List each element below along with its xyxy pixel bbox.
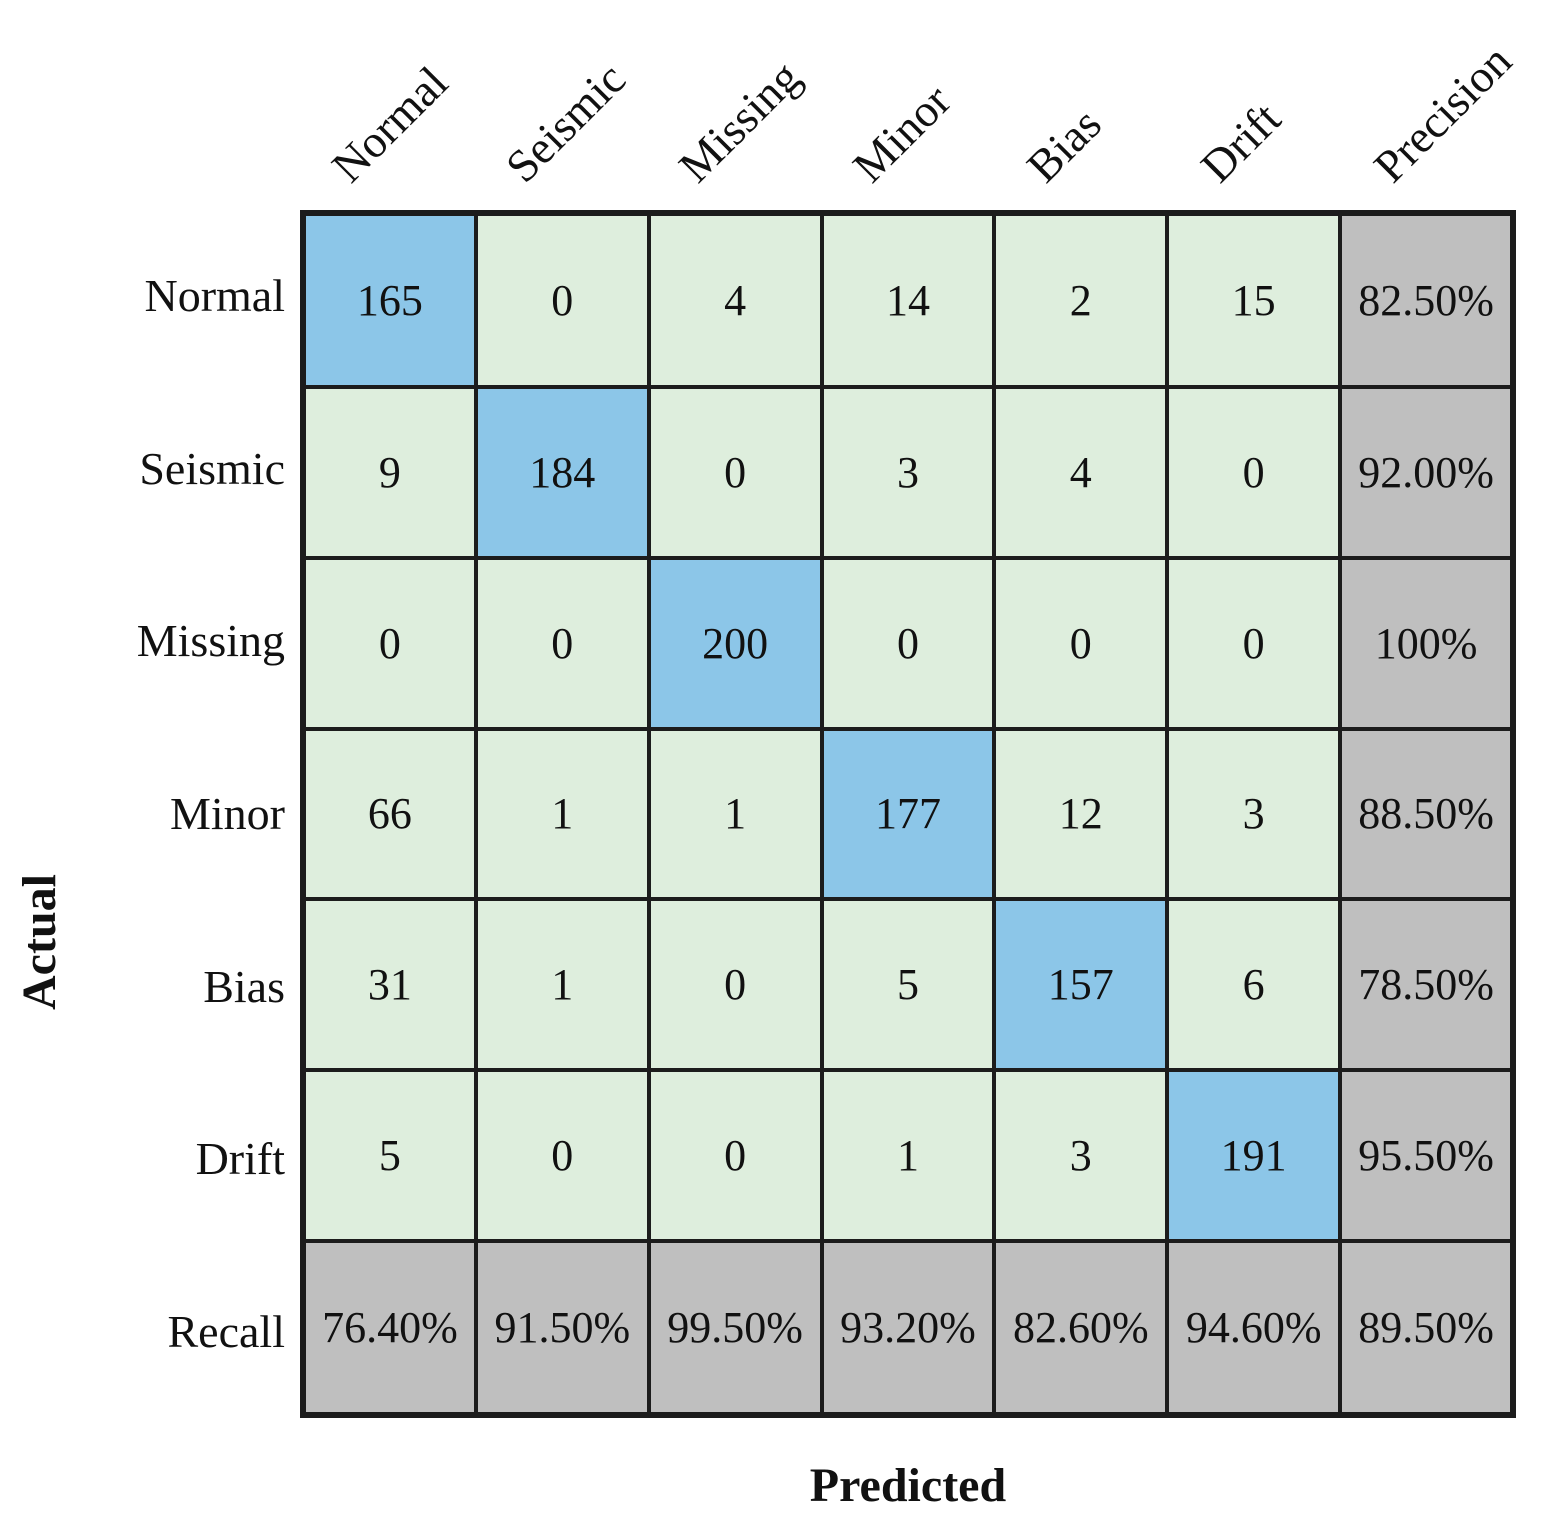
row-header-bias: Bias bbox=[203, 960, 285, 1012]
cell-seismic-drift: 0 bbox=[1165, 384, 1343, 560]
col-header-normal: Normal bbox=[321, 56, 458, 192]
matrix-row-drift: 5 0 0 1 3 191 95.50% bbox=[301, 1068, 1515, 1243]
cell-missing-seismic: 0 bbox=[473, 555, 651, 731]
cell-seismic-minor: 3 bbox=[819, 384, 997, 560]
cell-precision-seismic: 92.00% bbox=[1338, 384, 1515, 560]
cell-missing-normal: 0 bbox=[301, 555, 478, 731]
matrix-row-missing: 0 0 200 0 0 0 100% bbox=[301, 555, 1515, 731]
col-header-precision: Precision bbox=[1364, 34, 1522, 192]
cell-normal-minor: 14 bbox=[819, 211, 997, 389]
cell-recall-normal: 76.40% bbox=[301, 1238, 478, 1418]
cell-recall-drift: 94.60% bbox=[1165, 1238, 1343, 1418]
row-header-seismic: Seismic bbox=[139, 442, 285, 494]
col-header-minor: Minor bbox=[843, 74, 961, 192]
matrix-row-seismic: 9 184 0 3 4 0 92.00% bbox=[301, 384, 1515, 560]
cell-seismic-missing: 0 bbox=[646, 384, 824, 560]
confusion-matrix-table: 165 0 4 14 2 15 82.50% 9 184 0 3 4 0 92.00% 0 0 200 0 0 0 10… bbox=[300, 210, 1516, 1418]
cell-precision-drift: 95.50% bbox=[1338, 1068, 1515, 1243]
cell-drift-missing: 0 bbox=[646, 1068, 824, 1243]
cell-minor-minor: 177 bbox=[819, 726, 997, 902]
col-header-missing: Missing bbox=[669, 51, 811, 192]
cell-bias-drift: 6 bbox=[1165, 897, 1343, 1073]
cell-minor-drift: 3 bbox=[1165, 726, 1343, 902]
cell-recall-bias: 82.60% bbox=[992, 1238, 1170, 1418]
cell-recall-missing: 99.50% bbox=[646, 1238, 824, 1418]
cell-minor-bias: 12 bbox=[992, 726, 1170, 902]
cell-bias-seismic: 1 bbox=[473, 897, 651, 1073]
cell-minor-normal: 66 bbox=[301, 726, 478, 902]
matrix-row-normal: 165 0 4 14 2 15 82.50% bbox=[301, 211, 1515, 389]
cell-missing-drift: 0 bbox=[1165, 555, 1343, 731]
row-header-missing: Missing bbox=[136, 615, 285, 667]
cell-seismic-normal: 9 bbox=[301, 384, 478, 560]
cell-recall-seismic: 91.50% bbox=[473, 1238, 651, 1418]
cell-bias-bias: 157 bbox=[992, 897, 1170, 1073]
cell-minor-missing: 1 bbox=[646, 726, 824, 902]
cell-missing-bias: 0 bbox=[992, 555, 1170, 731]
x-axis-label: Predicted bbox=[809, 1459, 1007, 1512]
col-header-bias: Bias bbox=[1016, 98, 1111, 192]
cell-recall-minor: 93.20% bbox=[819, 1238, 997, 1418]
cell-drift-normal: 5 bbox=[301, 1068, 478, 1243]
cell-precision-minor: 88.50% bbox=[1338, 726, 1515, 902]
cell-precision-bias: 78.50% bbox=[1338, 897, 1515, 1073]
cell-normal-seismic: 0 bbox=[473, 211, 651, 389]
cell-precision-normal: 82.50% bbox=[1338, 211, 1515, 389]
cell-precision-missing: 100% bbox=[1338, 555, 1515, 731]
col-header-seismic: Seismic bbox=[495, 52, 635, 193]
cell-normal-drift: 15 bbox=[1165, 211, 1343, 389]
cell-normal-bias: 2 bbox=[992, 211, 1170, 389]
row-header-minor: Minor bbox=[170, 788, 285, 839]
row-header-drift: Drift bbox=[195, 1133, 285, 1185]
cell-overall-accuracy: 89.50% bbox=[1338, 1238, 1515, 1418]
cell-seismic-seismic: 184 bbox=[473, 384, 651, 560]
cell-seismic-bias: 4 bbox=[992, 384, 1170, 560]
cell-missing-missing: 200 bbox=[646, 555, 824, 731]
cell-bias-minor: 5 bbox=[819, 897, 997, 1073]
matrix-row-minor: 66 1 1 177 12 3 88.50% bbox=[301, 726, 1515, 902]
matrix-row-recall: 76.40% 91.50% 99.50% 93.20% 82.60% 94.60% 89.5… bbox=[301, 1238, 1515, 1418]
row-header-normal: Normal bbox=[144, 270, 285, 322]
cell-bias-missing: 0 bbox=[646, 897, 824, 1073]
cell-drift-minor: 1 bbox=[819, 1068, 997, 1243]
cell-bias-normal: 31 bbox=[301, 897, 478, 1073]
cell-normal-missing: 4 bbox=[646, 211, 824, 389]
cell-normal-normal: 165 bbox=[301, 211, 478, 389]
cell-drift-bias: 3 bbox=[992, 1068, 1170, 1243]
cell-minor-seismic: 1 bbox=[473, 726, 651, 902]
col-header-drift: Drift bbox=[1190, 92, 1290, 192]
matrix-row-bias: 31 1 0 5 157 6 78.50% bbox=[301, 897, 1515, 1073]
cell-drift-seismic: 0 bbox=[473, 1068, 651, 1243]
row-header-recall: Recall bbox=[167, 1305, 286, 1357]
cell-drift-drift: 191 bbox=[1165, 1068, 1343, 1243]
cell-missing-minor: 0 bbox=[819, 555, 997, 731]
